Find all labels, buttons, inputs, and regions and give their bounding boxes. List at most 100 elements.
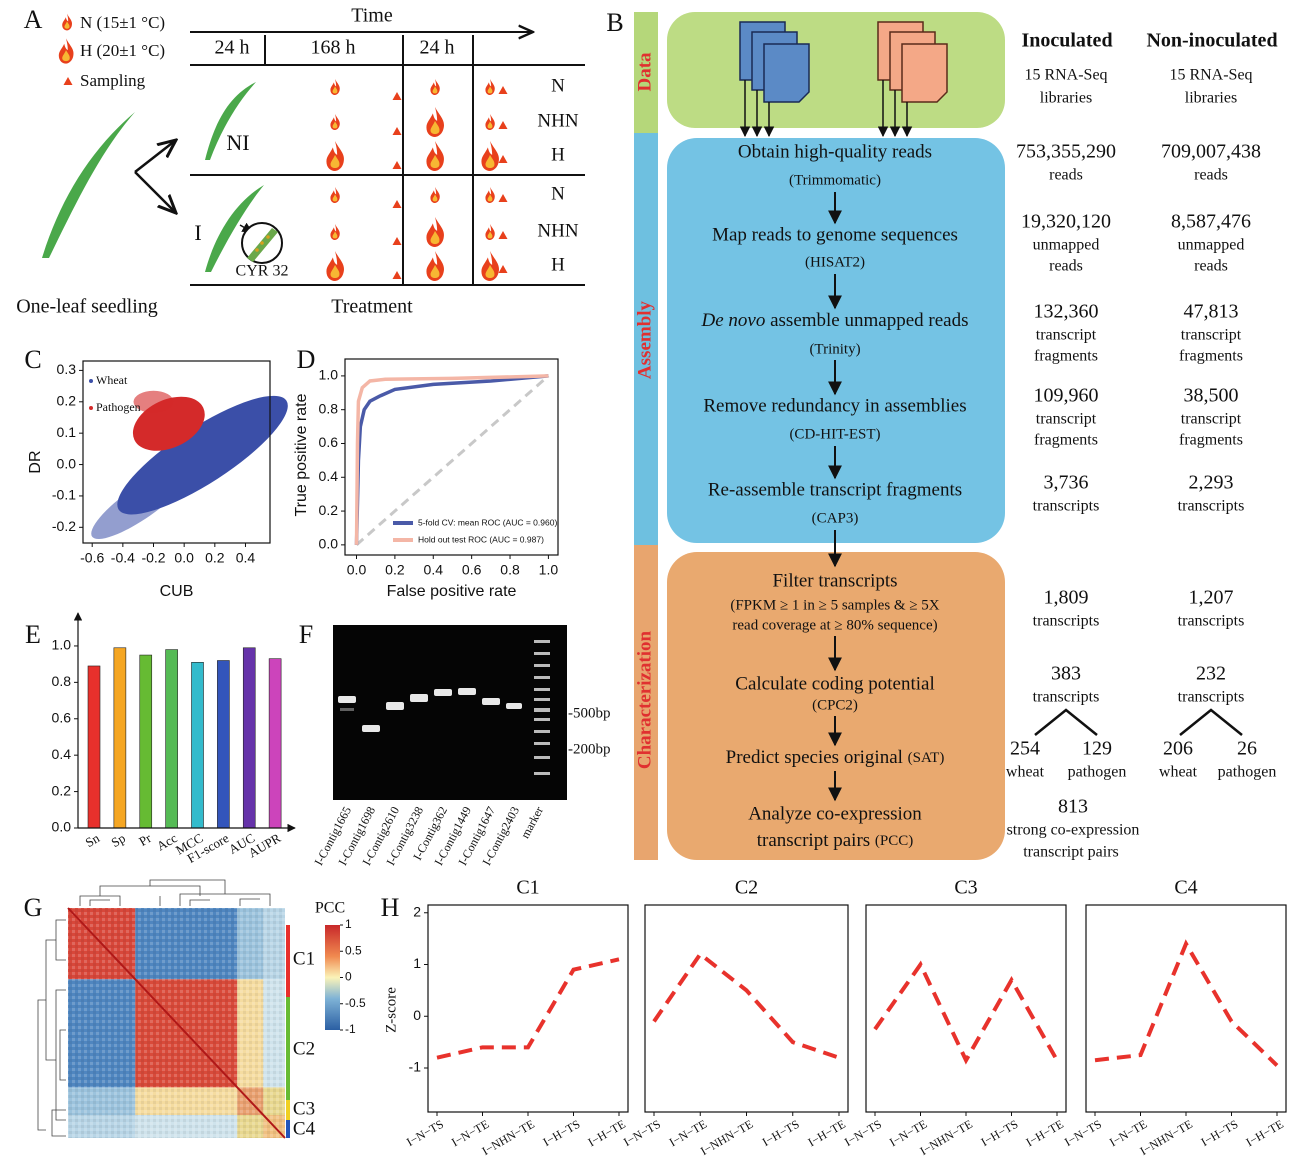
flame-icon xyxy=(426,251,444,281)
chart-title: C2 xyxy=(735,877,758,899)
x-tick-label: 0.4 xyxy=(236,550,256,566)
y-tick-label: 1.0 xyxy=(52,637,72,653)
period-label: 24 h xyxy=(215,37,250,59)
x-axis-label: CUB xyxy=(160,583,194,600)
x-tick-label: I−H−TS xyxy=(541,1117,583,1149)
y-tick-label: 0.0 xyxy=(319,536,339,552)
stat-label: strong co-expression xyxy=(1007,822,1140,839)
stat-value: 19,320,120 xyxy=(1021,211,1111,233)
stat-value: 709,007,438 xyxy=(1161,141,1261,163)
stat-label: pathogen xyxy=(1218,764,1277,781)
condition-label: H xyxy=(551,144,565,165)
x-tick-label: 1.0 xyxy=(539,562,559,578)
colorbar-label: PCC xyxy=(315,900,345,917)
stat-value: 813 xyxy=(1058,796,1088,818)
stat-value: 15 RNA-Seq xyxy=(1024,67,1107,84)
stat-value: 254 xyxy=(1010,738,1040,760)
legend-marker xyxy=(89,379,93,383)
sampling-icon xyxy=(499,265,508,273)
bar xyxy=(192,662,204,828)
x-tick-label: I−H−TS xyxy=(1199,1117,1241,1149)
step-tool: (Trimmomatic) xyxy=(789,172,881,188)
colorbar xyxy=(325,925,340,1030)
step-title: Predict species original (SAT) xyxy=(726,747,945,768)
x-tick-label: Sp xyxy=(108,830,127,850)
gel-image xyxy=(333,625,567,800)
step-title-italic: De novo xyxy=(701,310,766,331)
stat-label: unmapped xyxy=(1033,237,1100,254)
colorbar-tick-label: 0.5 xyxy=(345,943,362,957)
step-tool: (CAP3) xyxy=(812,510,859,526)
sampling-icon xyxy=(499,121,508,129)
condition-label: N xyxy=(551,75,565,96)
cluster-bars xyxy=(286,925,290,1138)
stat-label: pathogen xyxy=(1068,764,1127,781)
x-axis-label: False positive rate xyxy=(387,583,517,600)
y-tick-label: 0.6 xyxy=(52,709,72,725)
colorbar-tick-label: 0 xyxy=(345,970,352,984)
stat-label: transcript pairs xyxy=(1023,844,1119,861)
bar xyxy=(269,659,281,828)
x-tick-label: -0.2 xyxy=(141,550,165,566)
step-tool: (FPKM ≥ 1 in ≥ 5 samples & ≥ 5X xyxy=(730,597,939,613)
step-title: Map reads to genome sequences xyxy=(712,224,958,245)
step-title: transcript pairs (PCC) xyxy=(757,830,914,851)
stat-label: libraries xyxy=(1040,90,1092,107)
strain-label: CYR 32 xyxy=(236,263,289,280)
sampling-icon xyxy=(499,231,508,239)
stat-label: transcript xyxy=(1036,327,1097,344)
heatmap xyxy=(68,908,285,1138)
step-title: De novo assemble unmapped reads xyxy=(701,310,969,331)
x-tick-label: 0.0 xyxy=(174,550,194,566)
sampling-icon xyxy=(499,86,508,94)
y-tick-label: 0.2 xyxy=(52,782,72,798)
y-tick-label: 0.8 xyxy=(319,400,339,416)
group-label: NI xyxy=(226,130,249,155)
y-tick-label: 0 xyxy=(413,1007,421,1023)
y-tick-label: -0.1 xyxy=(52,487,76,503)
panel-letter: A xyxy=(24,5,43,34)
flame-icon xyxy=(485,224,494,240)
panel-letter: F xyxy=(299,620,313,649)
series-line xyxy=(437,959,619,1057)
stat-value: 1,809 xyxy=(1044,587,1089,609)
step-title: Filter transcripts xyxy=(772,570,897,591)
bar xyxy=(140,655,152,828)
plot-frame xyxy=(866,905,1066,1112)
bar xyxy=(114,648,126,828)
stat-value: 383 xyxy=(1051,663,1081,685)
flame-icon xyxy=(426,217,444,247)
cluster-label: C2 xyxy=(293,1038,315,1059)
sampling-icon xyxy=(393,92,402,100)
x-tick-label: I−H−TS xyxy=(760,1117,802,1149)
step-title-text: assemble unmapped reads xyxy=(770,310,968,331)
y-tick-label: 0.0 xyxy=(57,455,77,471)
x-tick-label: I−H−TE xyxy=(585,1117,627,1150)
series-line xyxy=(654,954,839,1058)
flame-icon xyxy=(326,251,344,281)
flame-icon xyxy=(330,79,339,95)
x-tick-label: I−NHN−TE xyxy=(917,1117,974,1158)
flame-icon xyxy=(330,114,339,130)
stat-value: 2,293 xyxy=(1189,472,1234,494)
legend-marker xyxy=(89,406,93,410)
stat-label: transcripts xyxy=(1178,498,1245,515)
stat-value: 232 xyxy=(1196,663,1226,685)
chart-title: C3 xyxy=(954,877,977,899)
x-tick-label: Pr xyxy=(136,830,154,849)
colorbar-tick-label: -0.5 xyxy=(345,996,366,1010)
y-tick-label: 0.3 xyxy=(57,361,77,377)
sampling-icon xyxy=(393,271,402,279)
caption: One-leaf seedling xyxy=(16,296,158,318)
flame-icon xyxy=(481,141,499,171)
x-tick-label: 0.6 xyxy=(462,562,482,578)
x-tick-label: I−NHN−TE xyxy=(479,1117,536,1158)
y-tick-label: 0.2 xyxy=(57,392,77,408)
period-label: 24 h xyxy=(420,37,455,59)
step-title: Analyze co-expression xyxy=(748,803,922,824)
legend-label: Wheat xyxy=(96,373,128,387)
stat-label: reads xyxy=(1049,258,1083,275)
stat-label: transcript xyxy=(1036,411,1097,428)
y-tick-label: 0.1 xyxy=(57,424,77,440)
legend-label: Hold out test ROC (AUC = 0.987) xyxy=(418,534,544,544)
